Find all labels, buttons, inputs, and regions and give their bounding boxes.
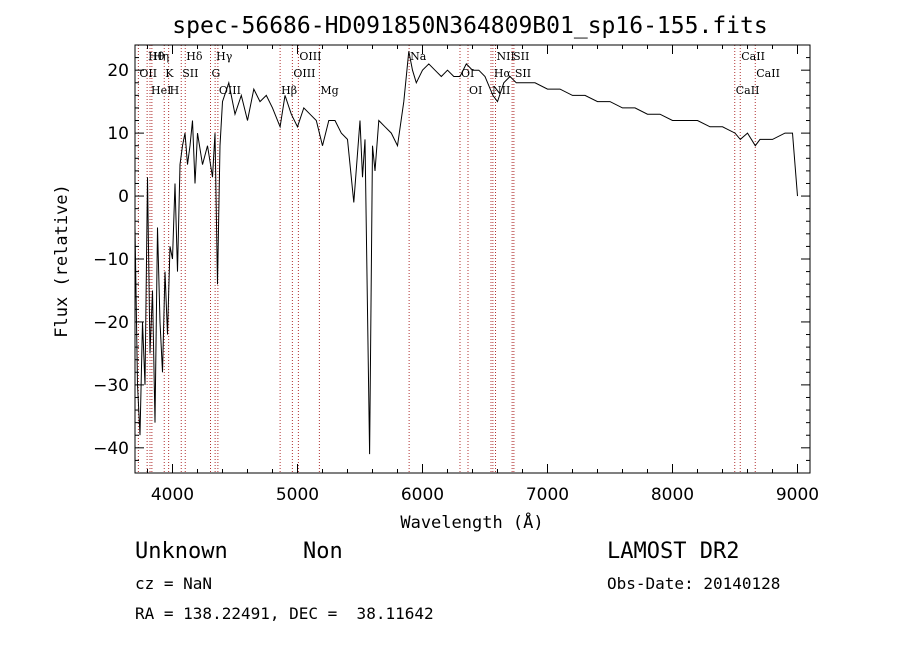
line-marker-label: OIII: [299, 50, 321, 63]
survey-name: LAMOST DR2: [607, 539, 740, 564]
line-marker-label: OIII: [293, 67, 315, 80]
x-tick-label: 9000: [776, 485, 819, 505]
obs-date: Obs-Date: 20140128: [607, 574, 781, 593]
object-subclass: Non: [303, 539, 343, 564]
line-marker-label: Hα: [494, 67, 512, 80]
line-marker-label: NII: [497, 50, 515, 63]
line-marker-label: Hδ: [186, 50, 203, 63]
x-tick-label: 7000: [526, 485, 569, 505]
line-marker-label: Hθ: [148, 50, 165, 63]
y-tick-label: −30: [93, 376, 129, 396]
ra-dec-coordinates: RA = 138.22491, DEC = 38.11642: [135, 604, 434, 623]
x-tick-label: 8000: [651, 485, 694, 505]
x-axis-label: Wavelength (Å): [400, 511, 543, 533]
x-tick-label: 5000: [276, 485, 319, 505]
line-marker-label: OI: [469, 84, 482, 97]
y-tick-label: −40: [93, 439, 129, 459]
line-marker-label: OI: [461, 67, 474, 80]
y-tick-label: −10: [93, 250, 129, 270]
spectrum-series-line: [134, 51, 798, 455]
y-tick-label: −20: [93, 313, 129, 333]
line-markers: [137, 45, 756, 473]
line-marker-label: CaII: [736, 84, 760, 97]
chart-title: spec-56686-HD091850N364809B01_sp16-155.f…: [172, 13, 767, 39]
y-axis-ticks: −40 −30 −20 −10 0 10 20: [93, 44, 810, 461]
line-marker-label: CaII: [756, 67, 780, 80]
x-tick-label: 4000: [151, 485, 194, 505]
object-class: Unknown: [135, 539, 228, 564]
line-marker-label: K: [165, 67, 174, 80]
line-marker-label: Mg: [320, 84, 338, 97]
line-marker-label: G: [212, 67, 221, 80]
y-tick-label: 0: [118, 187, 129, 207]
line-marker-label: HeI: [151, 84, 171, 97]
line-marker-label: SII: [513, 50, 529, 63]
y-axis-label: Flux (relative): [52, 184, 72, 338]
y-tick-label: 10: [107, 124, 129, 144]
line-marker-label: Na: [410, 50, 427, 63]
redshift-cz: cz = NaN: [135, 574, 213, 593]
y-tick-label: 20: [107, 61, 129, 81]
line-marker-label: H: [170, 84, 180, 97]
line-marker-label: Hβ: [281, 84, 297, 97]
line-marker-label: Hη: [153, 50, 169, 63]
x-tick-label: 6000: [401, 485, 444, 505]
line-marker-label: SII: [182, 67, 198, 80]
line-marker-label: OII: [139, 67, 157, 80]
line-marker-label: Hγ: [216, 50, 233, 63]
line-marker-label: CaII: [741, 50, 765, 63]
line-marker-label: SII: [515, 67, 531, 80]
x-axis-ticks: 4000 5000 6000 7000 8000 9000: [147, 45, 819, 505]
